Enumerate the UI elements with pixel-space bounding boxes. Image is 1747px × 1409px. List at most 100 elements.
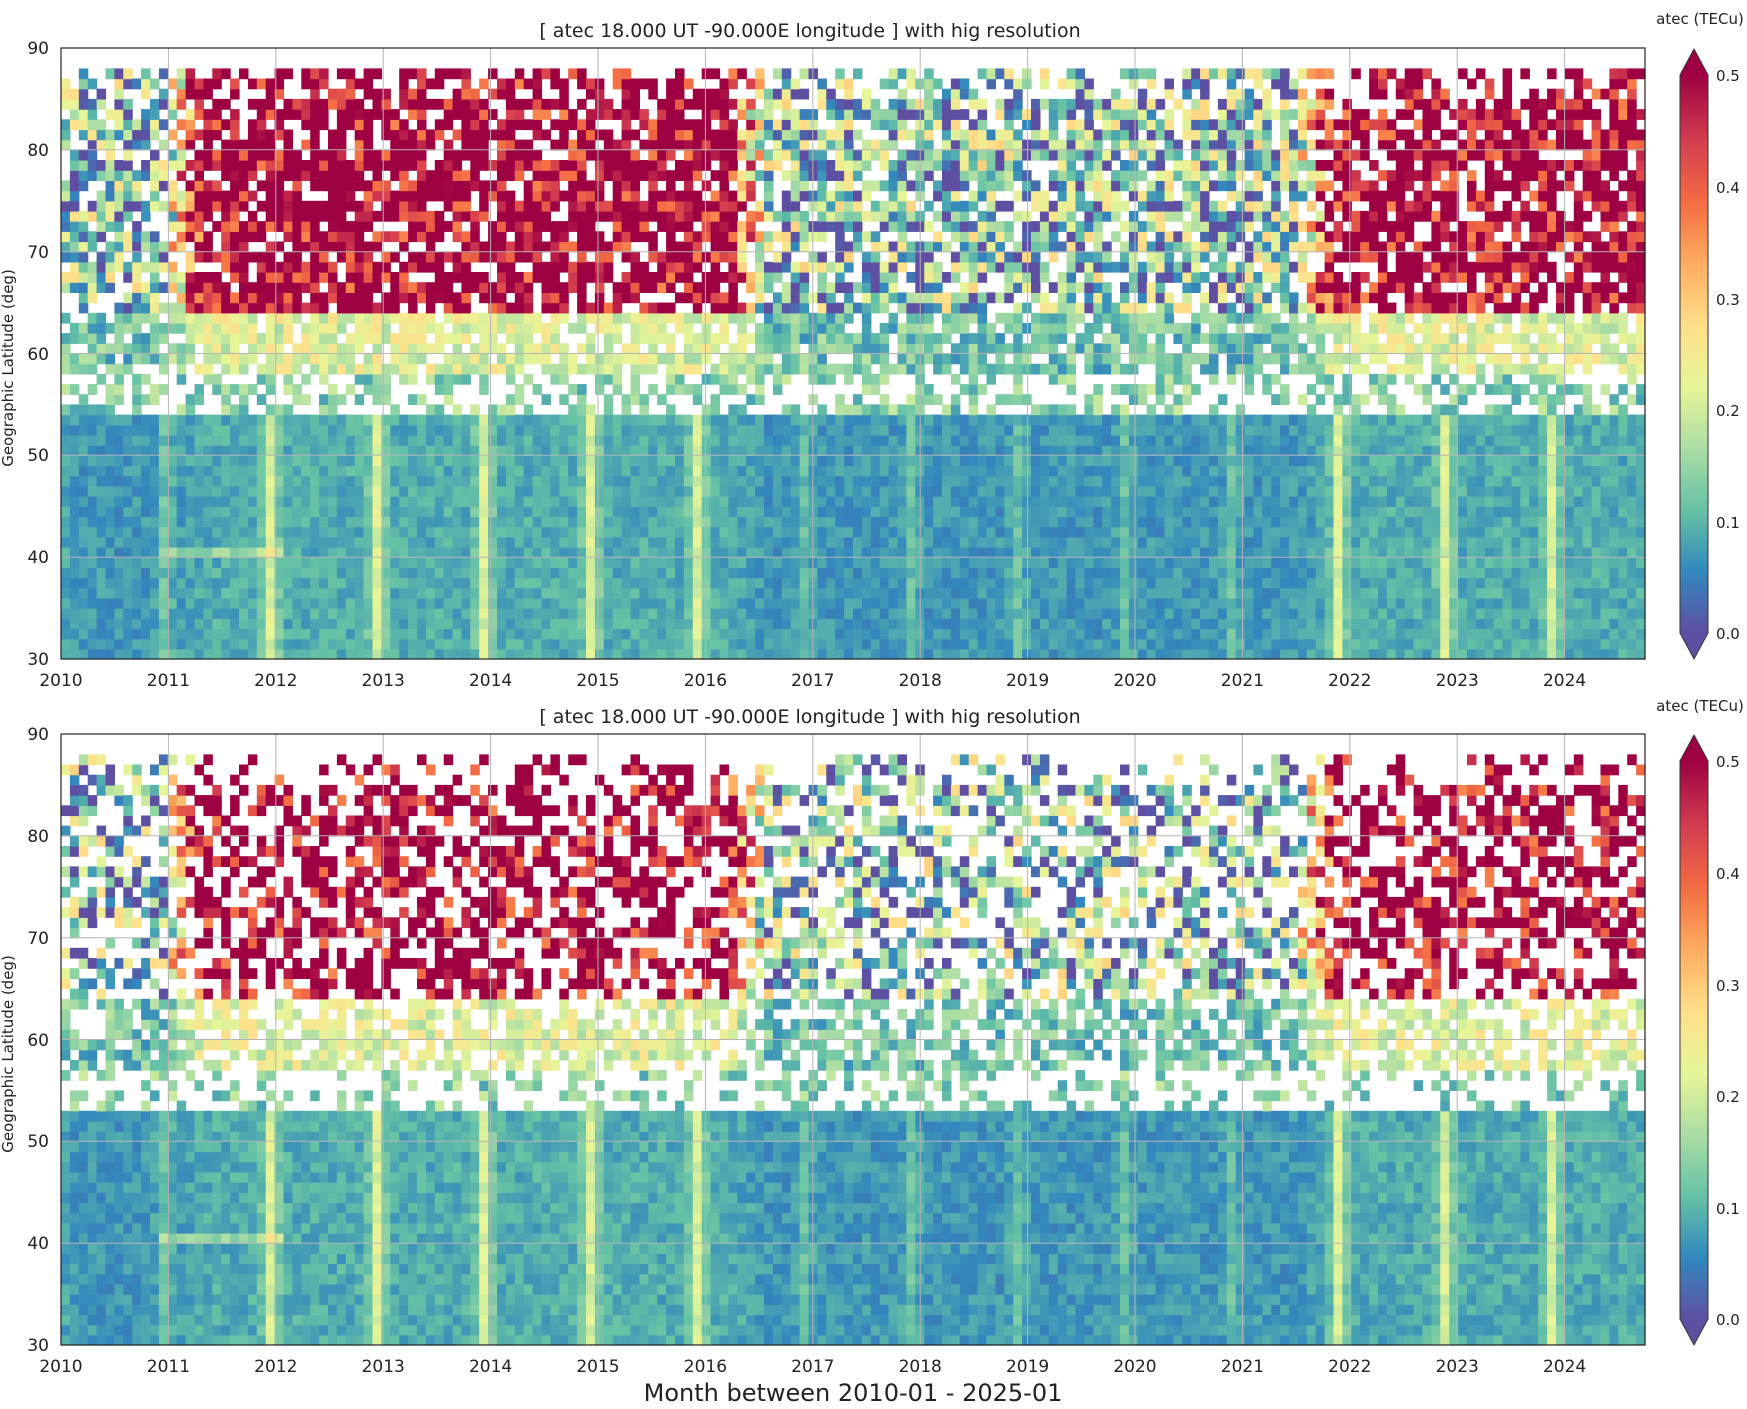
panel-1-heatmap-cell bbox=[292, 638, 302, 650]
panel-1-heatmap-cell bbox=[648, 506, 658, 518]
panel-1-heatmap-cell bbox=[755, 119, 765, 131]
panel-1-heatmap-cell bbox=[701, 373, 712, 385]
panel-1-heatmap-cell bbox=[96, 251, 107, 263]
panel-1-heatmap-cell bbox=[390, 414, 400, 426]
panel-1-heatmap-cell bbox=[950, 455, 961, 467]
panel-1-heatmap-cell bbox=[96, 435, 107, 446]
panel-1-heatmap-cell bbox=[461, 231, 471, 243]
panel-1-heatmap-cell bbox=[301, 261, 311, 273]
panel-1-heatmap-cell bbox=[550, 547, 560, 558]
panel-1-heatmap-cell bbox=[888, 160, 899, 171]
panel-1-heatmap-cell bbox=[621, 496, 632, 507]
panel-1-heatmap-cell bbox=[879, 160, 890, 171]
panel-1-heatmap-cell bbox=[328, 435, 338, 446]
panel-1-heatmap-cell bbox=[897, 353, 907, 365]
panel-1-heatmap-cell bbox=[345, 333, 356, 344]
panel-1-heatmap-cell bbox=[230, 333, 240, 344]
panel-1-heatmap-cell bbox=[719, 231, 729, 243]
panel-1-heatmap-cell bbox=[799, 597, 810, 609]
panel-1-heatmap-cell bbox=[105, 526, 115, 538]
panel-1-heatmap-cell bbox=[897, 516, 907, 528]
panel-1-heatmap-cell bbox=[505, 190, 516, 202]
panel-1-heatmap-cell bbox=[790, 160, 801, 171]
panel-1-heatmap-cell bbox=[123, 485, 133, 497]
panel-1-heatmap-cell bbox=[630, 170, 640, 181]
panel-1-heatmap-cell bbox=[550, 119, 560, 131]
panel-1-heatmap-cell bbox=[870, 353, 881, 365]
panel-1-heatmap-cell bbox=[648, 587, 658, 599]
panel-1-heatmap-cell bbox=[132, 435, 142, 446]
panel-1-heatmap-cell bbox=[666, 119, 676, 131]
panel-1-heatmap-cell bbox=[666, 597, 676, 609]
panel-1-heatmap-cell bbox=[310, 109, 320, 120]
panel-1-heatmap-cell bbox=[443, 272, 454, 283]
panel-1-heatmap-cell bbox=[354, 98, 365, 110]
panel-1-heatmap-cell bbox=[212, 485, 222, 497]
panel-1-heatmap-cell bbox=[239, 414, 249, 426]
panel-1-heatmap-cell bbox=[844, 170, 854, 181]
panel-1-heatmap-cell bbox=[853, 149, 863, 161]
panel-1-heatmap-cell bbox=[497, 302, 507, 314]
panel-1-heatmap-cell bbox=[657, 322, 667, 334]
panel-1-heatmap-cell bbox=[185, 200, 196, 212]
panel-1-heatmap-cell bbox=[933, 363, 943, 375]
panel-1-heatmap-cell bbox=[559, 119, 569, 131]
panel-1-heatmap-cell bbox=[559, 455, 569, 467]
panel-1-heatmap-cell bbox=[826, 373, 836, 385]
panel-1-heatmap-cell bbox=[381, 506, 391, 518]
panel-1-heatmap-cell bbox=[488, 557, 498, 568]
panel-1-heatmap-cell bbox=[897, 608, 907, 619]
panel-1-heatmap-cell bbox=[230, 567, 240, 579]
panel-1-heatmap-cell bbox=[942, 485, 952, 497]
panel-1-heatmap-cell bbox=[897, 302, 907, 314]
panel-1-heatmap-cell bbox=[577, 312, 587, 324]
panel-1-heatmap-cell bbox=[301, 445, 311, 456]
panel-1-heatmap-cell bbox=[408, 445, 418, 456]
panel-1-heatmap-cell bbox=[461, 78, 471, 90]
panel-1-heatmap-cell bbox=[657, 333, 667, 344]
panel-1-heatmap-cell bbox=[826, 536, 836, 548]
panel-1-heatmap-cell bbox=[950, 119, 961, 131]
panel-1-heatmap-cell bbox=[781, 638, 792, 650]
panel-1-heatmap-cell bbox=[523, 536, 534, 548]
panel-1-heatmap-cell bbox=[523, 587, 534, 599]
panel-1-heatmap-cell bbox=[799, 322, 810, 334]
panel-1-heatmap-cell bbox=[345, 557, 356, 568]
panel-1-heatmap-cell bbox=[96, 526, 107, 538]
panel-1-heatmap-cell bbox=[746, 282, 756, 293]
panel-1-heatmap-cell bbox=[69, 597, 80, 609]
panel-1-heatmap-cell bbox=[301, 241, 311, 253]
panel-1-heatmap-cell bbox=[826, 485, 836, 497]
panel-1-heatmap-cell bbox=[212, 577, 222, 589]
panel-1-heatmap-cell bbox=[256, 424, 267, 436]
panel-1-heatmap-cell bbox=[933, 435, 943, 446]
panel-1-heatmap-cell bbox=[221, 618, 231, 630]
panel-1-heatmap-cell bbox=[310, 516, 320, 528]
panel-1-heatmap-cell bbox=[603, 261, 614, 273]
panel-1-heatmap-cell bbox=[701, 282, 712, 293]
panel-1-heatmap-cell bbox=[203, 333, 213, 344]
panel-1-heatmap-cell bbox=[683, 618, 694, 630]
panel-1-heatmap-cell bbox=[69, 608, 80, 619]
panel-1-heatmap-cell bbox=[817, 251, 827, 263]
panel-1-heatmap-cell bbox=[942, 160, 952, 171]
panel-1-heatmap-cell bbox=[799, 210, 810, 222]
panel-1-heatmap-cell bbox=[114, 373, 124, 385]
panel-1-heatmap-cell bbox=[256, 363, 267, 375]
panel-1-heatmap-cell bbox=[363, 261, 374, 273]
panel-1-heatmap-cell bbox=[835, 567, 845, 579]
panel-1-heatmap-cell bbox=[239, 506, 249, 518]
panel-1-heatmap-cell bbox=[835, 608, 845, 619]
panel-1-heatmap-cell bbox=[363, 333, 374, 344]
panel-1-heatmap-cell bbox=[844, 496, 854, 507]
panel-1-heatmap-cell bbox=[826, 160, 836, 171]
panel-1-heatmap-cell bbox=[158, 261, 169, 273]
panel-1-heatmap-cell bbox=[648, 210, 658, 222]
panel-1-heatmap-cell bbox=[417, 536, 427, 548]
panel-1-heatmap-cell bbox=[550, 638, 560, 650]
panel-1-heatmap-cell bbox=[746, 190, 756, 202]
panel-1-heatmap-cell bbox=[292, 180, 302, 192]
panel-1-heatmap-cell bbox=[817, 231, 827, 243]
panel-1-heatmap-cell bbox=[719, 251, 729, 263]
panel-1-heatmap-cell bbox=[274, 221, 285, 232]
